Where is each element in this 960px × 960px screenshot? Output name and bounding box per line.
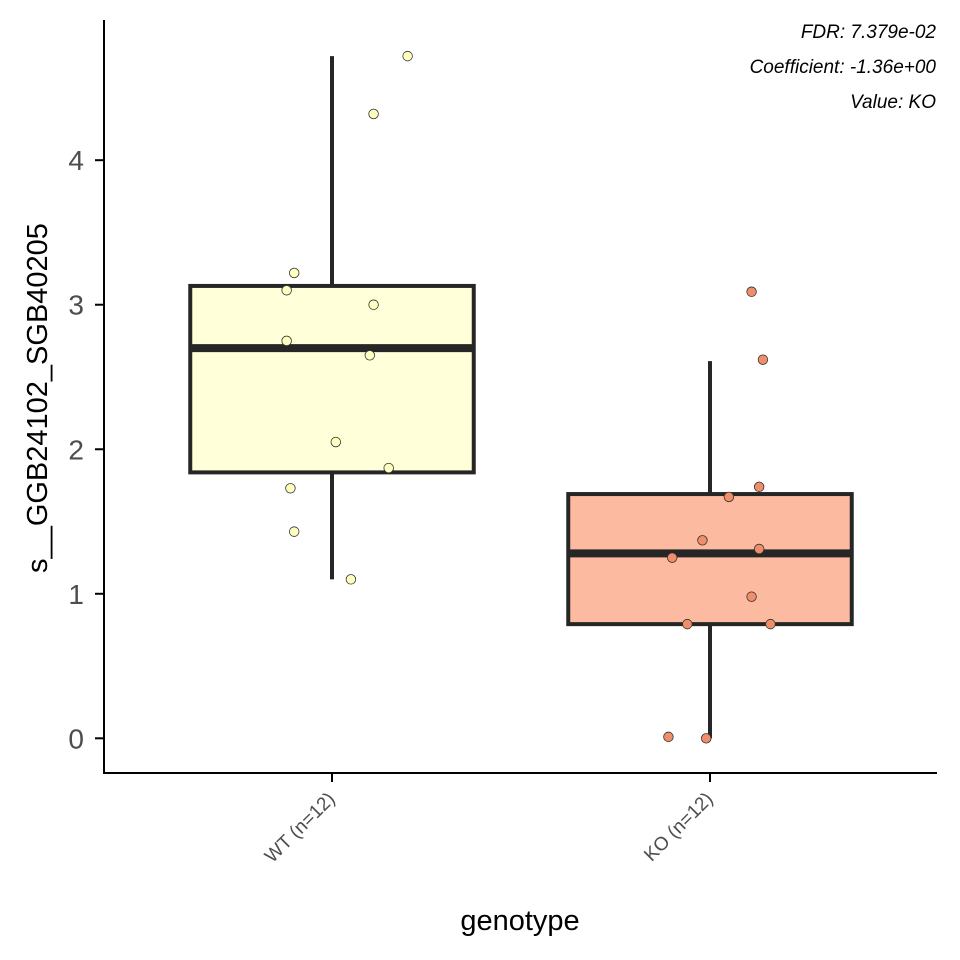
y-tick-label: 1 bbox=[68, 579, 84, 610]
data-point bbox=[364, 350, 376, 361]
data-point bbox=[746, 591, 757, 602]
y-tick-label: 0 bbox=[68, 723, 84, 754]
box bbox=[566, 492, 854, 627]
data-point bbox=[345, 574, 357, 585]
y-tick-label: 3 bbox=[68, 290, 84, 321]
annotation-coefficient: Coefficient: -1.36e+00 bbox=[750, 57, 937, 78]
data-point bbox=[753, 481, 765, 493]
data-point bbox=[746, 286, 757, 297]
data-point bbox=[757, 354, 769, 365]
data-point bbox=[682, 618, 693, 630]
data-point bbox=[281, 285, 292, 296]
y-axis-ticks: 0 1 2 3 4 bbox=[68, 145, 104, 754]
y-axis-title: s__GGB24102_SGB40205 bbox=[22, 223, 54, 573]
box-group-wt bbox=[188, 56, 476, 580]
data-point bbox=[285, 483, 296, 494]
data-point bbox=[289, 526, 300, 537]
data-point bbox=[289, 267, 300, 279]
data-point bbox=[402, 50, 413, 62]
data-point bbox=[281, 335, 292, 347]
data-point bbox=[663, 731, 674, 743]
annotation-value: Value: KO bbox=[850, 92, 936, 113]
x-tick-label: WT (n=12) bbox=[261, 789, 339, 867]
stats-annotations: FDR: 7.379e-02 Coefficient: -1.36e+00 Va… bbox=[750, 22, 937, 113]
y-tick-label: 2 bbox=[68, 434, 84, 465]
x-tick-label: KO (n=12) bbox=[640, 789, 717, 866]
data-point bbox=[753, 543, 765, 555]
point-layer bbox=[281, 50, 776, 744]
data-point bbox=[330, 436, 341, 448]
x-axis-ticks: WT (n=12) KO (n=12) bbox=[261, 773, 718, 867]
data-point bbox=[383, 462, 394, 474]
data-point bbox=[667, 552, 678, 563]
y-tick-label: 4 bbox=[68, 145, 84, 176]
annotation-fdr: FDR: 7.379e-02 bbox=[801, 22, 937, 43]
data-point bbox=[765, 618, 776, 630]
box-layer bbox=[188, 56, 854, 739]
box-group-ko bbox=[566, 361, 854, 739]
data-point bbox=[723, 491, 735, 503]
data-point bbox=[697, 535, 708, 546]
data-point bbox=[368, 299, 379, 310]
data-point bbox=[701, 733, 712, 744]
data-point bbox=[368, 108, 379, 120]
x-axis-title: genotype bbox=[460, 905, 579, 937]
